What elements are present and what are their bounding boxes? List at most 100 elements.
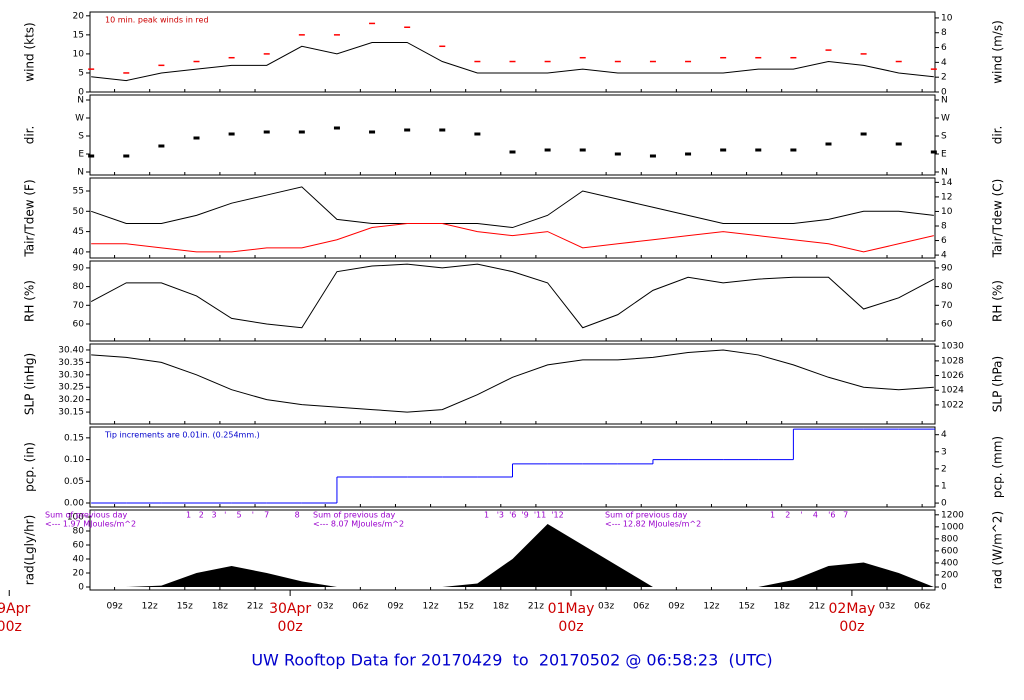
y2-tick-label: 1000 bbox=[941, 522, 964, 532]
y2-tick-label: 3 bbox=[941, 447, 947, 457]
y-tick-label: 30.40 bbox=[58, 345, 84, 355]
y2-tick-label: 10 bbox=[941, 13, 953, 23]
chart-title: UW Rooftop Data for 20170429 to 20170502… bbox=[251, 651, 772, 670]
y-tick-label: 80 bbox=[73, 526, 85, 536]
y2-tick-label: 800 bbox=[941, 534, 958, 544]
x-tick-label: 03z bbox=[317, 602, 333, 612]
y-tick-label: 40 bbox=[73, 247, 85, 257]
y2-axis-label: rad (W/m^2) bbox=[991, 511, 1005, 589]
dir-point bbox=[614, 152, 621, 156]
y2-tick-label: S bbox=[941, 132, 947, 142]
y2-tick-label: 2 bbox=[941, 73, 947, 83]
y-tick-label: E bbox=[78, 150, 84, 160]
y2-tick-label: 14 bbox=[941, 178, 953, 188]
x-tick-label: 18z bbox=[493, 602, 509, 612]
y-tick-label: 20 bbox=[73, 11, 85, 21]
y-tick-label: 0.00 bbox=[64, 499, 84, 509]
y2-tick-label: 70 bbox=[941, 301, 953, 311]
rad-area bbox=[91, 523, 934, 587]
y2-tick-label: 200 bbox=[941, 570, 958, 580]
dir-point bbox=[474, 132, 481, 136]
series-line bbox=[91, 186, 934, 229]
y-tick-label: W bbox=[75, 114, 84, 124]
dir-point bbox=[685, 152, 692, 156]
annotation: Tip increments are 0.01in. (0.254mm.) bbox=[104, 431, 260, 440]
y2-tick-label: 400 bbox=[941, 558, 958, 568]
day-sub-label: 00z bbox=[839, 619, 864, 635]
y-tick-label: 50 bbox=[73, 207, 85, 217]
y2-tick-label: 1022 bbox=[941, 400, 964, 410]
dir-point bbox=[158, 144, 165, 148]
y-tick-label: 55 bbox=[73, 186, 84, 196]
y2-tick-label: W bbox=[941, 114, 950, 124]
y-axis-label: dir. bbox=[23, 126, 37, 145]
x-tick-label: 09z bbox=[387, 602, 403, 612]
day-sub-label: 00z bbox=[558, 619, 583, 635]
x-tick-label: 18z bbox=[212, 602, 228, 612]
dir-point bbox=[720, 148, 727, 152]
x-tick-label: 15z bbox=[177, 602, 193, 612]
y-tick-label: 45 bbox=[73, 227, 84, 237]
panel-frame bbox=[89, 177, 936, 259]
y-axis-label: pcp. (in) bbox=[23, 442, 37, 492]
day-label: 02May bbox=[829, 601, 876, 617]
day-sum: <--- 8.07 MJoules/m^2 bbox=[313, 520, 404, 529]
y-tick-label: 100 bbox=[67, 512, 84, 522]
y-tick-label: 10 bbox=[73, 49, 85, 59]
y-tick-label: 30.30 bbox=[58, 370, 84, 380]
dir-point bbox=[193, 136, 200, 140]
day-sum: Sum of previous day bbox=[45, 511, 127, 520]
dir-point bbox=[860, 132, 867, 136]
y2-axis-label: Tair/Tdew (C) bbox=[991, 179, 1005, 259]
y2-tick-label: 0 bbox=[941, 88, 947, 98]
y-tick-label: 60 bbox=[73, 319, 85, 329]
y2-tick-label: 4 bbox=[941, 251, 947, 261]
dir-point bbox=[649, 154, 656, 158]
y2-tick-label: 4 bbox=[941, 430, 947, 440]
panel-frame bbox=[89, 260, 936, 342]
y-axis-label: wind (kts) bbox=[23, 22, 37, 81]
dir-point bbox=[88, 154, 95, 158]
y2-tick-label: 4 bbox=[941, 58, 947, 68]
panel-frame bbox=[89, 343, 936, 425]
y-tick-label: 5 bbox=[78, 68, 84, 78]
y-tick-label: 30.35 bbox=[58, 358, 84, 368]
series-line bbox=[91, 349, 934, 413]
dir-point bbox=[123, 154, 130, 158]
x-tick-label: 21z bbox=[247, 602, 263, 612]
x-tick-label: 15z bbox=[738, 602, 754, 612]
y2-tick-label: 8 bbox=[941, 222, 947, 232]
y2-tick-label: 1030 bbox=[941, 342, 964, 352]
y2-tick-label: 1028 bbox=[941, 356, 964, 366]
y-tick-label: N bbox=[77, 168, 84, 178]
y-axis-label: SLP (inHg) bbox=[23, 353, 37, 415]
dir-point bbox=[369, 130, 376, 134]
day-sub-label: 00z bbox=[278, 619, 303, 635]
hour-marks: 1 '3 '6 '9 '11 '12 bbox=[484, 511, 564, 520]
y-tick-label: 30.25 bbox=[58, 383, 84, 393]
dir-point bbox=[228, 132, 235, 136]
y2-tick-label: N bbox=[941, 168, 948, 178]
y2-tick-label: 6 bbox=[941, 236, 947, 246]
y-tick-label: 90 bbox=[73, 263, 85, 273]
dir-point bbox=[544, 148, 551, 152]
y2-axis-label: wind (m/s) bbox=[991, 20, 1005, 84]
x-tick-label: 06z bbox=[914, 602, 930, 612]
y-axis-label: RH (%) bbox=[23, 280, 37, 322]
y-tick-label: 60 bbox=[73, 540, 85, 550]
dir-point bbox=[298, 130, 305, 134]
day-sum: Sum of previous day bbox=[313, 511, 395, 520]
y-tick-label: 0 bbox=[78, 88, 84, 98]
y2-tick-label: 0 bbox=[941, 499, 947, 509]
y-axis-label: rad(Lgly/hr) bbox=[23, 515, 37, 586]
y2-tick-label: 1026 bbox=[941, 371, 964, 381]
x-tick-label: 03z bbox=[879, 602, 895, 612]
y2-tick-label: 600 bbox=[941, 546, 958, 556]
x-tick-label: 12z bbox=[422, 602, 438, 612]
day-label: 01May bbox=[548, 601, 595, 617]
dir-point bbox=[439, 128, 446, 132]
y2-tick-label: 6 bbox=[941, 43, 947, 53]
dir-point bbox=[755, 148, 762, 152]
series-line bbox=[91, 41, 934, 82]
y-tick-label: 15 bbox=[73, 30, 84, 40]
